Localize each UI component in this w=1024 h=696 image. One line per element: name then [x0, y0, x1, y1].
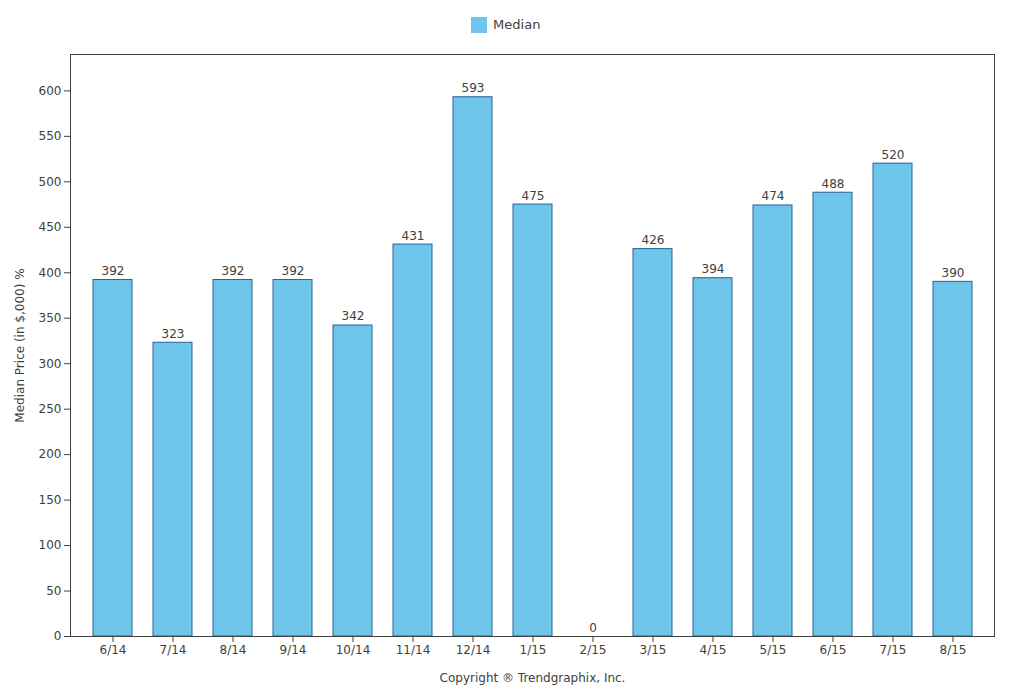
svg-text:9/14: 9/14: [280, 643, 307, 657]
html-text:Median: Median: [493, 17, 541, 32]
svg-text:6/15: 6/15: [820, 643, 847, 657]
svg-text:1/15: 1/15: [520, 643, 547, 657]
svg-text:342: 342: [342, 309, 365, 323]
svg-text:431: 431: [402, 229, 425, 243]
svg-text:10/14: 10/14: [336, 643, 371, 657]
svg-text:200: 200: [39, 447, 62, 461]
svg-text:Copyright ® Trendgraphix, Inc.: Copyright ® Trendgraphix, Inc.: [440, 671, 626, 685]
svg-text:4/15: 4/15: [700, 643, 727, 657]
svg-text:7/14: 7/14: [160, 643, 187, 657]
svg-text:394: 394: [702, 262, 725, 276]
svg-text:250: 250: [39, 402, 62, 416]
svg-text:50: 50: [46, 584, 61, 598]
svg-text:488: 488: [822, 177, 845, 191]
svg-text:392: 392: [222, 264, 245, 278]
svg-text:474: 474: [762, 189, 785, 203]
svg-text:11/14: 11/14: [396, 643, 431, 657]
svg-text:2/15: 2/15: [580, 643, 607, 657]
svg-text:5/15: 5/15: [760, 643, 787, 657]
svg-text:300: 300: [39, 357, 62, 371]
svg-text:8/15: 8/15: [940, 643, 967, 657]
svg-text:6/14: 6/14: [100, 643, 127, 657]
svg-text:475: 475: [522, 189, 545, 203]
svg-text:8/14: 8/14: [220, 643, 247, 657]
svg-text:7/15: 7/15: [880, 643, 907, 657]
svg-text:600: 600: [39, 84, 62, 98]
svg-text:392: 392: [102, 264, 125, 278]
svg-text:426: 426: [642, 233, 665, 247]
svg-text:12/14: 12/14: [456, 643, 491, 657]
svg-text:392: 392: [282, 264, 305, 278]
svg-text:450: 450: [39, 220, 62, 234]
svg-text:Median Price (in $,000) %: Median Price (in $,000) %: [13, 268, 27, 422]
svg-text:0: 0: [54, 629, 62, 643]
svg-text:400: 400: [39, 266, 62, 280]
svg-text:0: 0: [589, 621, 597, 635]
svg-text:150: 150: [39, 493, 62, 507]
svg-text:390: 390: [942, 266, 965, 280]
svg-text:350: 350: [39, 311, 62, 325]
svg-text:550: 550: [39, 129, 62, 143]
svg-text:3/15: 3/15: [640, 643, 667, 657]
svg-text:520: 520: [882, 148, 905, 162]
svg-text:500: 500: [39, 175, 62, 189]
svg-text:323: 323: [162, 327, 185, 341]
svg-text:593: 593: [462, 81, 485, 95]
svg-text:100: 100: [39, 538, 62, 552]
